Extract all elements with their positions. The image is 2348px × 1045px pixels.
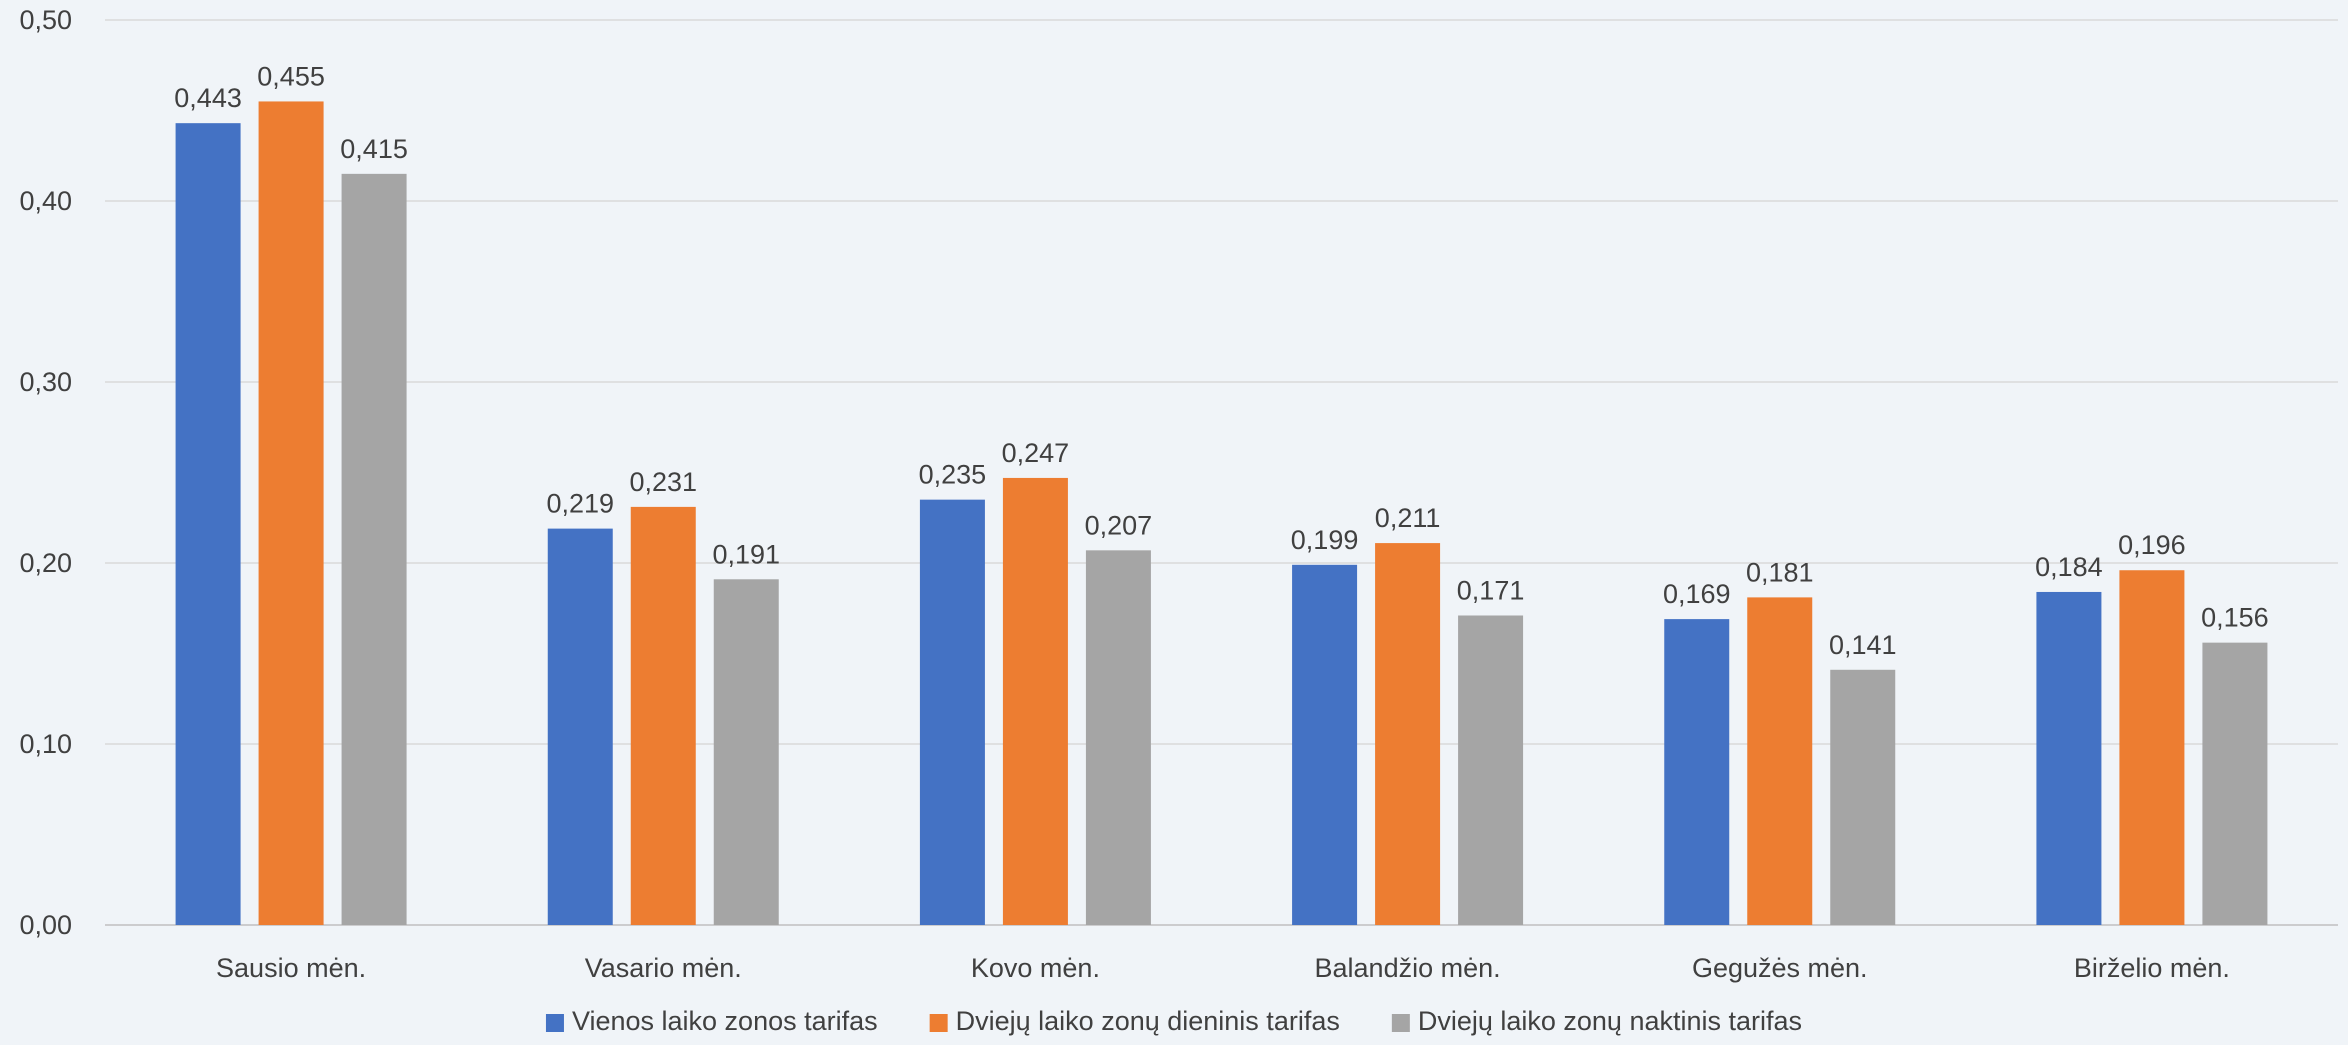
- bar: [1085, 550, 1151, 925]
- data-label: 0,191: [712, 539, 780, 569]
- y-tick-label: 0,20: [19, 548, 72, 578]
- bar: [1830, 669, 1896, 925]
- legend-item: Vienos laiko zonos tarifas: [545, 1006, 878, 1036]
- y-tick-label: 0,50: [19, 5, 72, 35]
- x-tick-label: Kovo mėn.: [971, 953, 1100, 983]
- y-tick-label: 0,40: [19, 186, 72, 216]
- bar: [175, 123, 241, 926]
- data-label: 0,196: [2118, 530, 2186, 560]
- bar: [547, 528, 613, 925]
- bar: [713, 579, 779, 925]
- data-labels: 0,443 0,455 0,415 0,219 0,231 0,191 0,235 0,247…: [174, 61, 2268, 659]
- data-label: 0,443: [174, 83, 242, 113]
- data-label: 0,455: [257, 61, 325, 91]
- legend-label: Dviejų laiko zonų naktinis tarifas: [1418, 1006, 1802, 1036]
- y-tick-label: 0,30: [19, 367, 72, 397]
- bar: [1664, 619, 1730, 925]
- data-label: 0,219: [546, 489, 614, 519]
- data-label: 0,171: [1457, 575, 1525, 605]
- bar: [630, 506, 696, 925]
- legend-swatch: [545, 1014, 564, 1032]
- bar: [2119, 570, 2185, 925]
- x-tick-label: Birželio mėn.: [2074, 953, 2230, 983]
- legend-swatch: [1391, 1014, 1410, 1032]
- y-tick-label: 0,00: [19, 910, 72, 940]
- y-tick-label: 0,10: [19, 729, 72, 759]
- data-label: 0,247: [1002, 438, 1070, 468]
- data-label: 0,199: [1291, 525, 1359, 555]
- bar: [341, 173, 407, 926]
- legend-label: Dviejų laiko zonų dieninis tarifas: [956, 1006, 1340, 1036]
- bar: [1292, 564, 1358, 925]
- data-label: 0,211: [1375, 503, 1441, 533]
- gridlines: [105, 19, 2338, 926]
- bar: [2036, 591, 2102, 925]
- bar: [919, 499, 985, 925]
- bar: [1458, 615, 1524, 925]
- bars: [175, 101, 2268, 926]
- legend: Vienos laiko zonos tarifas Dviejų laiko z…: [545, 1006, 1802, 1036]
- x-tick-label: Vasario mėn.: [585, 953, 742, 983]
- bar: [258, 101, 324, 925]
- data-label: 0,141: [1829, 630, 1897, 660]
- data-label: 0,169: [1663, 579, 1731, 609]
- x-tick-label: Sausio mėn.: [216, 953, 366, 983]
- legend-label: Vienos laiko zonos tarifas: [572, 1006, 878, 1036]
- data-label: 0,181: [1746, 557, 1814, 587]
- data-label: 0,184: [2035, 552, 2103, 582]
- bar: [1375, 543, 1441, 925]
- data-label: 0,156: [2201, 603, 2269, 633]
- bar: [1747, 597, 1813, 925]
- y-axis-tick-labels: 0,00 0,10 0,20 0,30 0,40 0,50: [19, 5, 72, 940]
- data-label: 0,235: [919, 460, 987, 490]
- legend-item: Dviejų laiko zonų naktinis tarifas: [1391, 1006, 1802, 1036]
- data-label: 0,415: [340, 134, 408, 164]
- x-tick-label: Gegužės mėn.: [1692, 953, 1868, 983]
- bar: [1002, 477, 1068, 925]
- bar: [2202, 642, 2268, 925]
- data-label: 0,231: [629, 467, 697, 497]
- data-label: 0,207: [1085, 510, 1153, 540]
- legend-swatch: [929, 1014, 948, 1032]
- x-axis-category-labels: Sausio mėn. Vasario mėn. Kovo mėn. Balandži…: [216, 953, 2230, 983]
- legend-item: Dviejų laiko zonų dieninis tarifas: [929, 1006, 1340, 1036]
- x-tick-label: Balandžio mėn.: [1315, 953, 1501, 983]
